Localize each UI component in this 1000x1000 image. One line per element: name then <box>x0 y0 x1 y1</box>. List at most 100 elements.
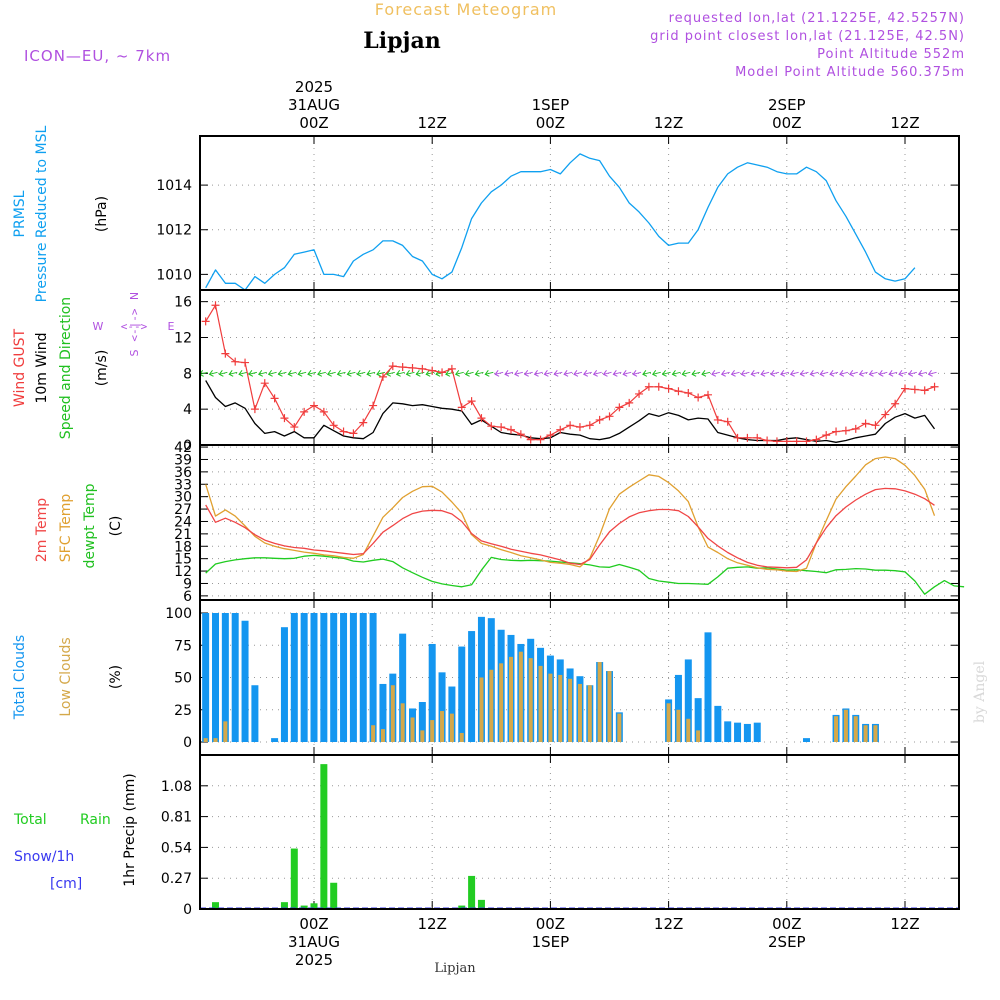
total-cloud-bar <box>438 672 446 742</box>
wind-direction-arrow <box>307 371 317 375</box>
wind-direction-arrow <box>386 371 395 375</box>
wind-direction-arrow <box>504 371 514 375</box>
wind-direction-arrowhead <box>277 370 283 377</box>
top-axis-label: 12Z <box>654 114 683 132</box>
wind-direction-arrowhead <box>484 370 490 377</box>
total-cloud-bar <box>724 721 732 742</box>
wind-direction-arrowhead <box>326 370 332 377</box>
total-cloud-bar <box>714 705 722 742</box>
wind-direction-arrowhead <box>632 370 638 377</box>
cm-label: [cm] <box>50 876 82 892</box>
wind-gust-point <box>329 421 338 430</box>
wind-direction-arrow <box>357 371 366 375</box>
wind-direction-arrowhead <box>858 370 864 377</box>
wind-direction-arrowhead <box>809 370 815 377</box>
total-cloud-bar <box>704 632 712 742</box>
wind-direction-arrow <box>849 371 858 375</box>
top-axis-label: 2025 <box>295 78 333 96</box>
compass-arrow-v: <-|-> <box>128 308 141 341</box>
wind-gust-point <box>743 433 752 442</box>
wind-direction-arrowhead <box>720 370 726 377</box>
wind-direction-arrow <box>563 371 573 375</box>
wind-direction-arrowhead <box>563 370 569 377</box>
wind-gust-point <box>625 398 634 407</box>
low-cloud-bar <box>223 721 228 742</box>
wind-gust-point <box>851 424 860 433</box>
y-tick-label: 0 <box>183 735 192 751</box>
total-cloud-bar <box>803 738 810 742</box>
wind-gust-label: Wind GUST <box>12 328 28 407</box>
y-tick-label: 0.54 <box>161 840 192 856</box>
wind-gust-point <box>910 385 919 394</box>
low-cloud-bar <box>617 713 622 742</box>
pressure-line <box>205 153 916 291</box>
wind-direction-arrowhead <box>602 370 608 377</box>
rain-bar <box>280 902 288 909</box>
low-cloud-bar <box>213 738 218 742</box>
wind-direction-arrowhead <box>523 370 529 377</box>
wind-gust-point <box>447 364 456 373</box>
wind-direction-arrowhead <box>819 370 825 377</box>
rain-bar <box>468 875 476 909</box>
y-tick-label: 12 <box>174 564 192 580</box>
sfc-temp-line <box>205 456 936 573</box>
low-cloud-bar <box>587 685 592 742</box>
wind-gust-point <box>881 410 890 419</box>
y-tick-label: 8 <box>183 366 192 382</box>
wind-direction-arrow <box>248 371 258 375</box>
y-tick-label: 25 <box>174 703 192 719</box>
wind-gust-point <box>920 386 929 395</box>
y-tick-label: 6 <box>183 589 192 605</box>
wind-direction-arrow <box>652 371 661 375</box>
wind-direction-arrow <box>859 371 868 375</box>
wind-gust-point <box>861 419 870 428</box>
wind-gust-point <box>635 389 644 398</box>
top-axis-label: 12Z <box>418 114 447 132</box>
low-cloud-bar <box>449 713 454 742</box>
wind-direction-arrow <box>701 371 711 375</box>
y-tick-label: 1.08 <box>161 779 192 795</box>
wind-direction-arrowhead <box>592 370 598 377</box>
total-cloud-bar <box>320 613 328 742</box>
wind-gust-point <box>822 431 831 440</box>
wind-gust-point <box>319 407 328 416</box>
low-cloud-bar <box>390 685 395 742</box>
wind-direction-arrow <box>327 371 336 375</box>
bottom-axis-label: 00Z <box>772 915 801 933</box>
wind-gust-point <box>615 403 624 412</box>
wind-direction-arrow <box>613 371 622 375</box>
pressure-panel: 1010 1012 1014 <box>156 135 960 291</box>
wind-direction-arrow <box>642 371 652 375</box>
low-cloud-bar <box>666 703 671 742</box>
wind-direction-arrowhead <box>317 370 323 377</box>
wind-direction-arrowhead <box>514 370 520 377</box>
total-cloud-bar <box>340 613 348 742</box>
wind-direction-arrowhead <box>789 370 795 377</box>
wind-gust-point <box>408 363 417 372</box>
wind-direction-arrowhead <box>671 370 677 377</box>
low-cloud-bar <box>203 738 208 742</box>
wind-direction-arrow <box>524 371 533 375</box>
low-cloud-bar <box>499 663 504 742</box>
wind-direction-arrowhead <box>917 370 923 377</box>
wind-direction-arrow <box>623 371 632 375</box>
wind-direction-arrowhead <box>573 370 579 377</box>
meteogram-title: Forecast Meteogram <box>375 0 557 19</box>
wind-direction-arrowhead <box>494 370 500 377</box>
wind-gust-point <box>891 399 900 408</box>
rain-bar <box>300 905 308 909</box>
low-cloud-bar <box>834 716 839 742</box>
wind-gust-point <box>280 414 289 423</box>
wind-direction-arrow <box>800 371 809 375</box>
model-altitude: Model Point Altitude 560.375m <box>735 65 965 80</box>
wind-direction-arrow <box>298 371 307 375</box>
cloud-labels: Total Clouds Low Clouds (%) <box>12 635 124 720</box>
y-tick-label: 21 <box>174 527 192 543</box>
wind-gust-point <box>654 382 663 391</box>
speed-direction-label: Speed and Direction <box>58 297 74 439</box>
rain-bar <box>458 905 466 909</box>
wind-gust-point <box>526 435 535 444</box>
bottom-axis-label: 2SEP <box>768 933 806 951</box>
wind-direction-arrow <box>465 371 474 375</box>
